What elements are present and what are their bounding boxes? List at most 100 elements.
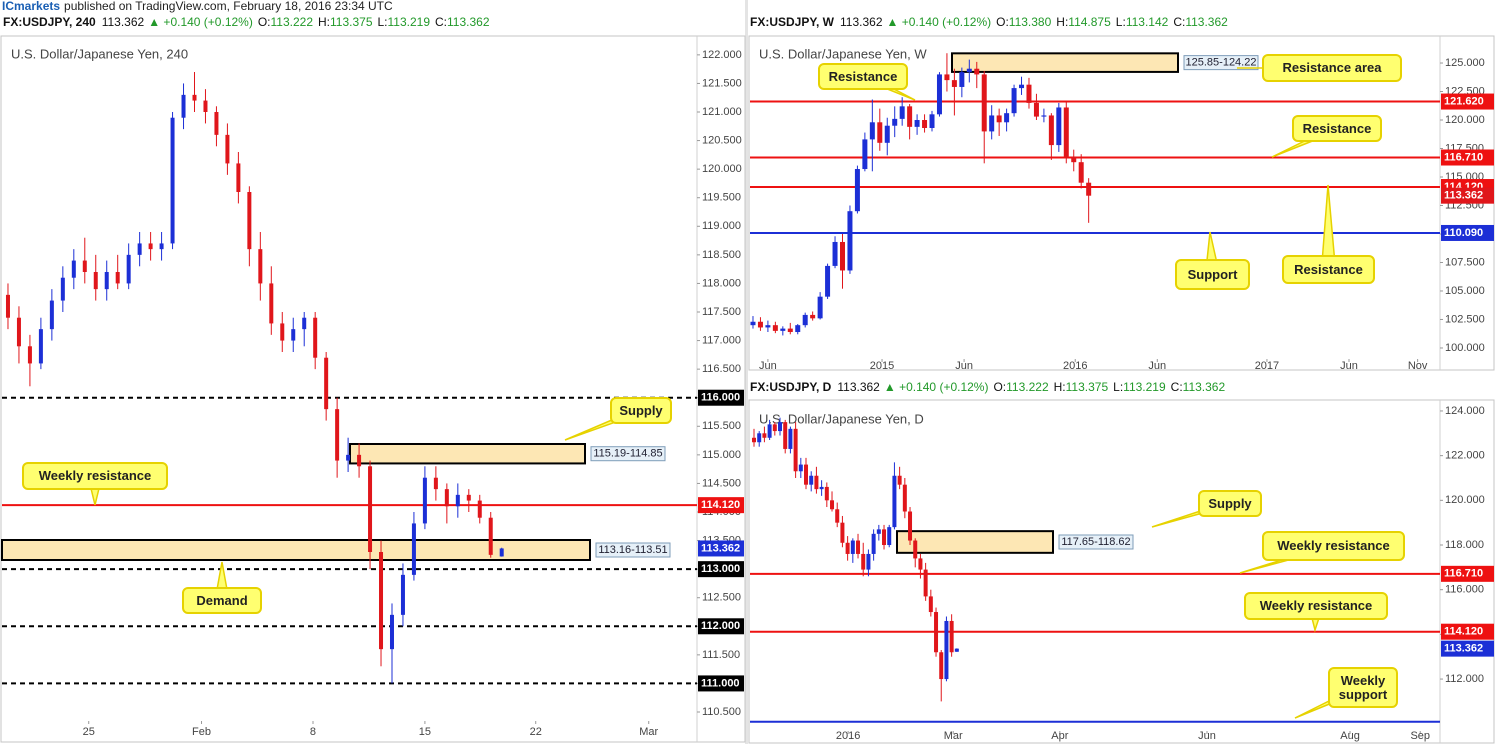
candle-body — [876, 529, 881, 534]
level-label: 113.362 — [1444, 190, 1483, 202]
candle-body — [767, 424, 772, 438]
quote-value: 113.362 — [1185, 15, 1228, 29]
zone — [349, 443, 586, 465]
candle-body — [757, 321, 763, 328]
level-label-box — [1441, 187, 1494, 204]
level-label: 113.362 — [701, 542, 740, 554]
y-tick-label: 120.000 — [1445, 114, 1485, 126]
candle-body — [936, 74, 942, 115]
quote-label: O: — [258, 15, 271, 29]
x-tick-label: 22 — [530, 726, 542, 738]
level-label: 113.362 — [1444, 643, 1483, 655]
x-tick-label: Jun — [1340, 360, 1358, 372]
candle-body — [814, 475, 819, 490]
y-tick-label: 120.000 — [1445, 494, 1485, 506]
candle-body — [455, 494, 460, 507]
candle-body — [488, 517, 493, 555]
zone — [1, 539, 591, 561]
candle-body — [944, 620, 949, 680]
y-tick-label: 118.500 — [702, 249, 741, 261]
zone-label-box — [1058, 534, 1134, 550]
zone-label: 117.65-118.62 — [1061, 536, 1130, 548]
candle-body — [845, 542, 850, 554]
level-label: 112.000 — [701, 620, 740, 632]
quote-value: 113.362 — [1183, 380, 1226, 394]
y-tick-label: 118.000 — [702, 277, 741, 289]
candle-body — [203, 100, 208, 112]
candle-body — [840, 522, 845, 543]
candle-body — [959, 72, 965, 87]
candle-body — [346, 454, 351, 461]
candle-body — [5, 294, 10, 318]
candle-body — [835, 509, 840, 523]
publisher[interactable]: ICmarkets — [2, 0, 60, 13]
candle-body — [1071, 156, 1077, 163]
candle-body — [38, 329, 43, 364]
candle-body — [1033, 102, 1039, 117]
y-tick-label: 107.500 — [1445, 256, 1485, 268]
candle-body — [809, 475, 814, 485]
candle-body — [892, 118, 898, 126]
candle-body — [291, 329, 296, 341]
y-tick-label: 125.000 — [1445, 57, 1485, 69]
zone-label: 115.19-114.85 — [593, 448, 662, 460]
callout: Support — [1175, 259, 1250, 290]
quote-label: C: — [1171, 380, 1183, 394]
candle-body — [951, 80, 957, 87]
zone-label-box — [1183, 55, 1259, 71]
quote-label: O: — [996, 15, 1009, 29]
zone-label-box — [595, 542, 671, 558]
callout: Demand — [182, 587, 262, 614]
change: ▲ +0.140 (+0.12%) — [148, 15, 253, 29]
level-label: 116.710 — [1444, 568, 1483, 580]
quote-label: H: — [1054, 380, 1066, 394]
x-tick-label: 2016 — [1063, 360, 1087, 372]
candle-body — [804, 464, 809, 485]
candle-body — [477, 500, 482, 518]
zone — [951, 52, 1179, 73]
x-tick-label: Apr — [1051, 730, 1068, 742]
level-label: 114.120 — [1444, 626, 1483, 638]
candle-body — [908, 511, 913, 541]
x-tick-label: Jun — [759, 360, 777, 372]
x-tick-label: Jun — [1198, 730, 1216, 742]
candle-body — [765, 325, 771, 328]
zone-label: 113.16-113.51 — [598, 544, 667, 556]
y-tick-label: 122.000 — [1445, 450, 1485, 462]
candle-body — [1048, 115, 1054, 146]
candle-body — [93, 272, 98, 290]
candle-body — [752, 437, 757, 443]
callout: Weekly resistance — [22, 462, 168, 490]
candle-body — [877, 122, 883, 143]
quote-label: L: — [1116, 15, 1126, 29]
quote-label: H: — [1056, 15, 1068, 29]
zone-label-box — [590, 446, 666, 462]
x-tick-label: 2015 — [870, 360, 894, 372]
level-label: 121.620 — [1444, 95, 1484, 107]
quote-label: C: — [1173, 15, 1185, 29]
candle-body — [887, 527, 892, 546]
candle-body — [1019, 84, 1025, 89]
callout: Resistance — [1292, 115, 1382, 142]
candle-body — [181, 94, 186, 118]
y-tick-label: 119.500 — [702, 192, 741, 204]
x-tick-label: 2017 — [1255, 360, 1279, 372]
x-tick-label: Aug — [1340, 730, 1360, 742]
candle-body — [928, 596, 933, 613]
candle-body — [214, 112, 219, 135]
candle-body — [499, 548, 504, 557]
last-price: 113.362 — [102, 15, 145, 29]
candle-body — [793, 428, 798, 472]
candle-body — [780, 328, 786, 331]
candle-body — [832, 241, 838, 266]
candle-body — [884, 125, 890, 143]
candle-body — [817, 296, 823, 319]
candle-body — [400, 574, 405, 615]
x-tick-label: Nov — [1408, 360, 1428, 372]
candle-body — [787, 328, 793, 333]
candle-body — [82, 260, 87, 272]
quote-label: H: — [318, 15, 330, 29]
y-tick-label: 115.500 — [702, 420, 741, 432]
candle-body — [861, 553, 866, 570]
candle-body — [871, 533, 876, 554]
